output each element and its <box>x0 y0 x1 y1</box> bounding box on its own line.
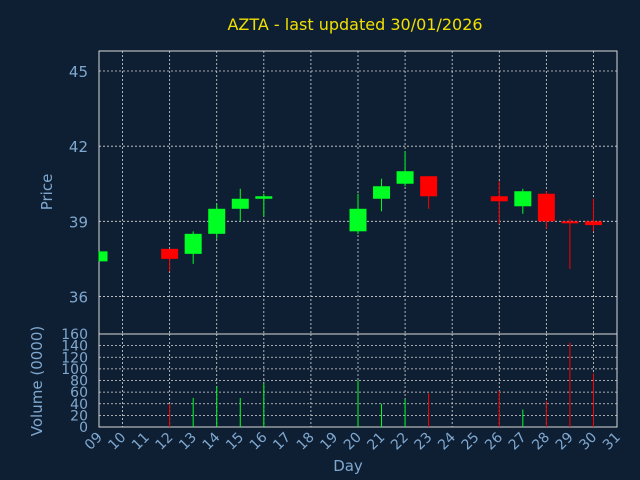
candle <box>349 193 367 234</box>
x-tick-label: 10 <box>105 430 129 454</box>
candle <box>231 188 249 222</box>
candle-body <box>490 196 508 202</box>
volume-axis-label: Volume (0000) <box>28 326 46 436</box>
candle-body <box>514 191 532 207</box>
x-tick-label: 25 <box>459 430 483 454</box>
x-tick-label: 20 <box>341 430 365 454</box>
candle-body <box>420 176 438 197</box>
candle <box>373 178 391 212</box>
price-tick-label: 45 <box>69 63 88 81</box>
candle-body <box>561 221 579 224</box>
candle <box>255 193 273 217</box>
candle <box>420 176 438 209</box>
x-tick-label: 14 <box>200 429 224 453</box>
candle-body <box>349 208 367 232</box>
chart-title: AZTA - last updated 30/01/2026 <box>227 15 482 34</box>
x-axis-label: Day <box>333 457 363 475</box>
candle <box>537 191 555 229</box>
candle-body <box>584 221 602 226</box>
volume-tick-label: 60 <box>70 385 88 401</box>
candle-body <box>396 171 414 184</box>
x-tick-label: 16 <box>247 429 271 453</box>
x-tick-label: 12 <box>153 430 177 454</box>
candle-body <box>373 186 391 199</box>
x-tick-label: 22 <box>388 430 412 454</box>
x-tick-label: 26 <box>482 429 506 453</box>
x-tick-label: 11 <box>129 430 153 454</box>
candle-body <box>184 233 202 254</box>
x-tick-label: 17 <box>270 430 294 454</box>
candle <box>161 248 179 272</box>
volume-tick-label: 20 <box>70 408 88 424</box>
price-tick-label: 39 <box>69 213 88 231</box>
volume-tick-label: 40 <box>70 397 88 413</box>
candle <box>584 198 602 232</box>
price-grid <box>99 51 617 334</box>
x-tick-label: 15 <box>223 430 247 454</box>
volume-tick-label: 160 <box>61 327 88 343</box>
x-tick-label: 31 <box>600 430 624 454</box>
candle-body <box>161 248 179 259</box>
volume-tick-label: 100 <box>61 362 88 378</box>
volume-tick-label: 140 <box>61 339 88 355</box>
x-tick-label: 23 <box>412 430 436 454</box>
x-tick-label: 21 <box>364 430 388 454</box>
candle-body <box>99 251 108 262</box>
candle <box>98 251 108 262</box>
volume-bars <box>169 342 594 427</box>
candle <box>396 151 414 187</box>
candle <box>208 203 226 239</box>
candle <box>561 218 579 269</box>
candle-body <box>537 193 555 222</box>
x-tick-label: 30 <box>576 430 600 454</box>
x-tick-label: 19 <box>317 430 341 454</box>
candle <box>490 181 508 224</box>
candle <box>184 231 202 264</box>
price-tick-labels: 36 39 42 45 <box>69 63 88 306</box>
x-tick-label: 24 <box>435 429 459 453</box>
x-tick-label: 18 <box>294 430 318 454</box>
x-tick-labels: 09 10 11 12 13 14 15 16 17 18 19 20 21 22 23 24 25 26 27 28… <box>82 429 624 453</box>
price-tick-label: 42 <box>69 138 88 156</box>
x-tick-label: 13 <box>176 430 200 454</box>
x-tick-label: 27 <box>506 430 530 454</box>
candle-body <box>231 198 249 209</box>
volume-tick-label: 0 <box>79 420 88 436</box>
candle-body <box>208 208 226 234</box>
volume-tick-label: 120 <box>61 350 88 366</box>
x-tick-label: 29 <box>553 430 577 454</box>
candle <box>514 188 532 214</box>
candles <box>98 151 602 272</box>
price-axis-label: Price <box>38 174 56 211</box>
candle-body <box>255 196 273 199</box>
volume-tick-label: 80 <box>70 374 88 390</box>
price-tick-label: 36 <box>69 288 88 306</box>
x-tick-label: 28 <box>529 430 553 454</box>
